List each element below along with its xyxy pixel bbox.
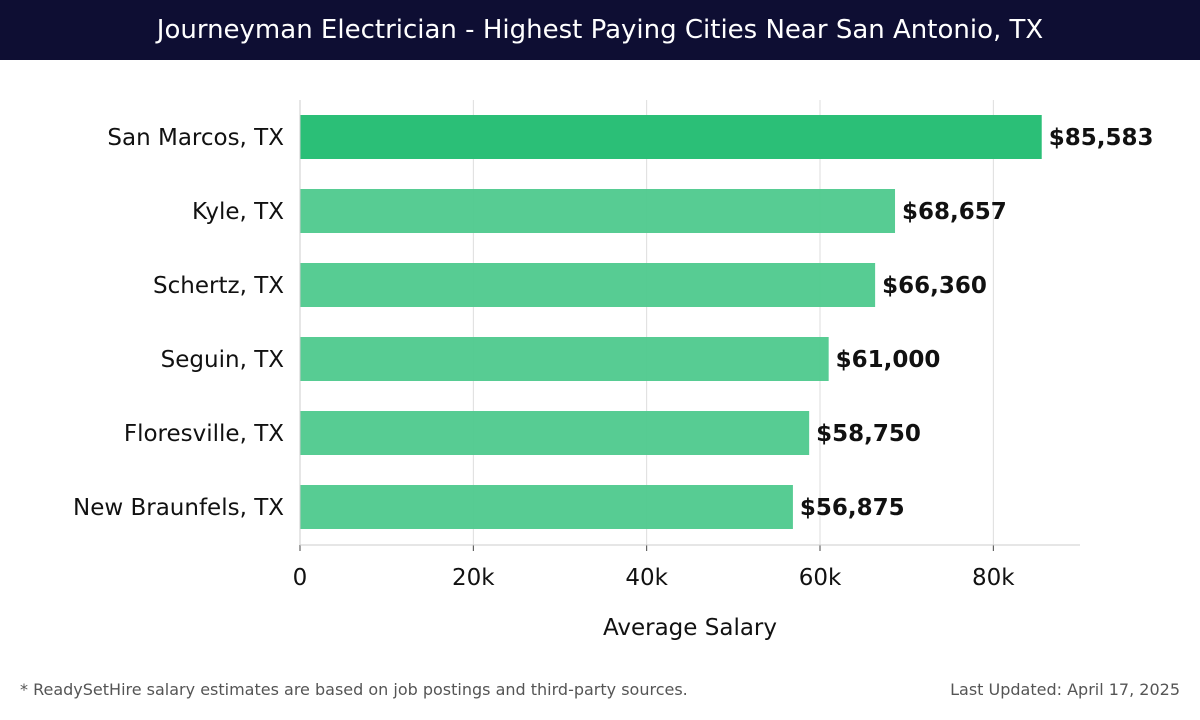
x-tick-label: 60k	[799, 565, 842, 591]
data-label: $66,360	[882, 273, 987, 299]
grid-lines	[472, 100, 994, 545]
data-label: $56,875	[800, 495, 905, 521]
axes: 0 20k 40k 60k 80k	[293, 100, 1080, 591]
data-label: $85,583	[1049, 125, 1154, 151]
footer-updated: Last Updated: April 17, 2025	[950, 680, 1180, 699]
category-label: Kyle, TX	[192, 199, 284, 225]
footer-note: * ReadySetHire salary estimates are base…	[20, 680, 688, 699]
bar	[300, 411, 810, 455]
x-axis-title: Average Salary	[603, 615, 777, 641]
category-label: Schertz, TX	[153, 273, 284, 299]
x-tick-label: 0	[293, 565, 308, 591]
labels: San Marcos, TX $85,583 Kyle, TX $68,657 Sche…	[73, 125, 1154, 521]
bars	[300, 115, 1042, 529]
bar	[300, 337, 829, 381]
bar	[300, 263, 876, 307]
category-label: San Marcos, TX	[107, 125, 284, 151]
category-label: New Braunfels, TX	[73, 495, 284, 521]
chart-title-bar: Journeyman Electrician - Highest Paying …	[0, 0, 1200, 60]
bar	[300, 485, 793, 529]
data-label: $61,000	[836, 347, 941, 373]
chart-title: Journeyman Electrician - Highest Paying …	[156, 15, 1044, 45]
data-label: $68,657	[902, 199, 1007, 225]
x-tick-label: 20k	[452, 565, 495, 591]
bar	[300, 189, 896, 233]
x-tick-label: 80k	[972, 565, 1015, 591]
bar-chart: 0 20k 40k 60k 80k San Marcos, TX $85,583 Kyle,…	[73, 100, 1154, 641]
x-tick-label: 40k	[625, 565, 668, 591]
category-label: Floresville, TX	[124, 421, 284, 447]
data-label: $58,750	[816, 421, 921, 447]
category-label: Seguin, TX	[161, 347, 285, 373]
bar	[300, 115, 1042, 159]
